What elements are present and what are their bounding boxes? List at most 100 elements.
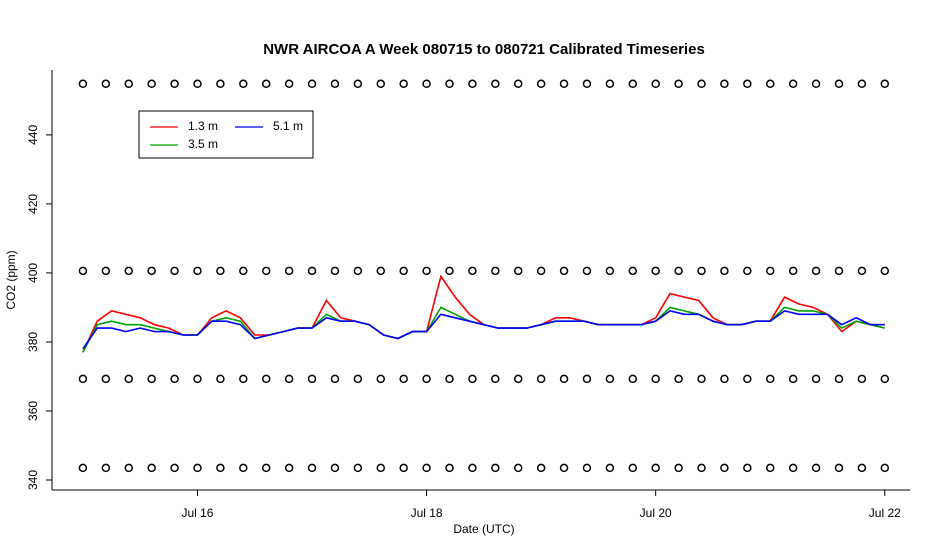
y-axis-label: CO2 (ppm) [4, 250, 18, 309]
calibration-point [536, 463, 546, 473]
calibration-point [78, 79, 88, 89]
calibration-point [445, 79, 454, 89]
calibration-point [743, 463, 752, 473]
y-tick-label: 360 [26, 401, 40, 421]
data-line [82, 310, 885, 350]
legend [138, 110, 314, 159]
x-tick-label: Jul 20 [640, 506, 672, 520]
calibration-point [239, 374, 248, 384]
calibration-point [239, 79, 248, 89]
calibration-point [216, 266, 225, 276]
calibration-point [307, 266, 317, 276]
calibration-point [559, 266, 569, 276]
calibration-point [765, 79, 775, 89]
calibration-point [582, 266, 592, 276]
calibration-point [582, 79, 592, 89]
legend-label: 1.3 m [188, 119, 218, 133]
calibration-point [880, 266, 890, 276]
calibration-point [513, 374, 523, 384]
calibration-point [743, 79, 752, 89]
calibration-point [147, 266, 156, 276]
calibration-point [101, 463, 111, 473]
calibration-point [399, 266, 408, 276]
calibration-point [628, 374, 638, 384]
calibration-point [743, 266, 752, 276]
calibration-point [697, 266, 706, 276]
calibration-point [307, 463, 317, 473]
calibration-point [239, 463, 248, 473]
y-tick-label: 380 [26, 332, 40, 352]
calibration-point [674, 266, 683, 276]
calibration-point [628, 463, 638, 473]
plot-area [78, 79, 890, 473]
calibration-point [307, 79, 317, 89]
calibration-point [582, 463, 592, 473]
calibration-point [811, 463, 821, 473]
calibration-point [376, 463, 386, 473]
calibration-point [193, 79, 202, 89]
calibration-point [124, 463, 134, 473]
calibration-point [674, 374, 683, 384]
x-tick-label: Jul 22 [869, 506, 901, 520]
y-tick-label: 340 [26, 470, 40, 490]
calibration-point [697, 463, 706, 473]
calibration-point [468, 266, 477, 276]
legend-label: 3.5 m [188, 137, 218, 151]
calibration-point [605, 79, 615, 89]
calibration-point [491, 374, 500, 384]
x-tick-label: Jul 16 [181, 506, 213, 520]
calibration-point [880, 374, 890, 384]
calibration-point [720, 79, 729, 89]
calibration-point [513, 266, 523, 276]
calibration-point [720, 374, 729, 384]
calibration-point [101, 79, 111, 89]
calibration-point [445, 463, 454, 473]
calibration-point [78, 266, 88, 276]
calibration-point [674, 463, 683, 473]
calibration-point [605, 266, 615, 276]
calibration-point [284, 463, 294, 473]
calibration-point [147, 374, 156, 384]
calibration-point [880, 463, 890, 473]
calibration-point [811, 79, 821, 89]
calibration-point [216, 463, 225, 473]
calibration-point [422, 266, 431, 276]
calibration-point [353, 79, 363, 89]
calibration-point [445, 374, 454, 384]
calibration-point [445, 266, 454, 276]
calibration-point [422, 374, 431, 384]
calibration-point [307, 374, 317, 384]
y-tick-label: 400 [26, 263, 40, 283]
calibration-point [536, 79, 546, 89]
calibration-point [651, 79, 660, 89]
calibration-point [170, 374, 179, 384]
calibration-point [880, 79, 890, 89]
calibration-point [124, 266, 134, 276]
calibration-point [261, 79, 271, 89]
calibration-point [261, 374, 271, 384]
calibration-point [491, 79, 500, 89]
calibration-point [261, 463, 271, 473]
calibration-point [697, 374, 706, 384]
calibration-point [628, 79, 638, 89]
calibration-point [353, 463, 363, 473]
calibration-point [399, 79, 408, 89]
calibration-point [491, 463, 500, 473]
calibration-point [376, 374, 386, 384]
calibration-point [124, 374, 134, 384]
calibration-point [765, 374, 775, 384]
calibration-point [330, 463, 340, 473]
calibration-point [216, 79, 225, 89]
calibration-point [101, 374, 111, 384]
data-line [82, 274, 885, 353]
y-tick-label: 440 [26, 125, 40, 145]
calibration-point [468, 463, 477, 473]
calibration-point [284, 79, 294, 89]
calibration-point [765, 266, 775, 276]
calibration-point [788, 374, 798, 384]
calibration-point [513, 463, 523, 473]
calibration-point [857, 266, 867, 276]
calibration-point [743, 374, 752, 384]
calibration-point [857, 463, 867, 473]
